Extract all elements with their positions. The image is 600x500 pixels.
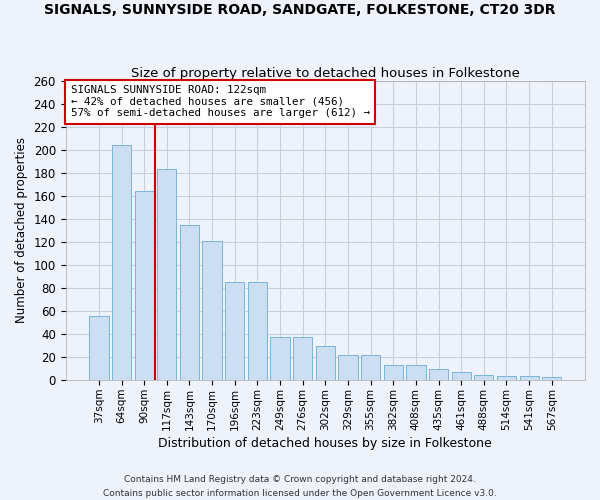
Bar [271,336,290,380]
Bar [452,372,471,380]
Text: SIGNALS SUNNYSIDE ROAD: 122sqm
← 42% of detached houses are smaller (456)
57% of: SIGNALS SUNNYSIDE ROAD: 122sqm ← 42% of … [71,85,370,118]
Bar [89,316,109,380]
Text: Contains HM Land Registry data © Crown copyright and database right 2024.
Contai: Contains HM Land Registry data © Crown c… [103,476,497,498]
Bar [497,376,516,380]
Bar [293,336,313,380]
Bar [383,366,403,380]
X-axis label: Distribution of detached houses by size in Folkestone: Distribution of detached houses by size … [158,437,492,450]
Bar [248,282,267,380]
Bar [157,170,176,380]
Bar [520,376,539,380]
Bar [338,355,358,380]
Bar [316,346,335,380]
Bar [134,192,154,380]
Bar [180,224,199,380]
Y-axis label: Number of detached properties: Number of detached properties [15,138,28,324]
Bar [361,355,380,380]
Title: Size of property relative to detached houses in Folkestone: Size of property relative to detached ho… [131,66,520,80]
Text: SIGNALS, SUNNYSIDE ROAD, SANDGATE, FOLKESTONE, CT20 3DR: SIGNALS, SUNNYSIDE ROAD, SANDGATE, FOLKE… [44,2,556,16]
Bar [406,366,425,380]
Bar [429,369,448,380]
Bar [225,282,244,380]
Bar [474,374,493,380]
Bar [202,241,222,380]
Bar [542,377,562,380]
Bar [112,145,131,380]
